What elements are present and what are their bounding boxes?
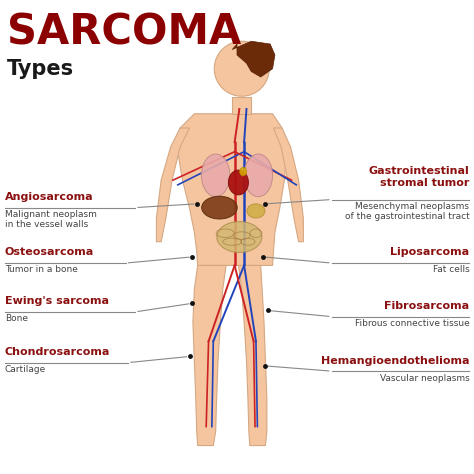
Text: Fat cells: Fat cells [432, 265, 469, 274]
Text: Chondrosarcoma: Chondrosarcoma [5, 347, 110, 357]
Ellipse shape [244, 154, 273, 197]
Ellipse shape [217, 222, 262, 252]
Text: Osteosarcoma: Osteosarcoma [5, 247, 94, 257]
Text: Liposarcoma: Liposarcoma [390, 247, 469, 257]
Text: Fibrosarcoma: Fibrosarcoma [384, 301, 469, 311]
Text: Vascular neoplasms: Vascular neoplasms [380, 374, 469, 383]
Polygon shape [178, 114, 287, 265]
Polygon shape [156, 128, 190, 242]
Text: Gastrointestinal
stromal tumor: Gastrointestinal stromal tumor [368, 166, 469, 188]
Text: Ewing's sarcoma: Ewing's sarcoma [5, 296, 109, 306]
Text: Fibrous connective tissue: Fibrous connective tissue [355, 319, 469, 328]
Polygon shape [232, 97, 251, 114]
Polygon shape [238, 265, 267, 446]
Ellipse shape [247, 204, 265, 218]
Text: Mesenchymal neoplasms
of the gastrointestinal tract: Mesenchymal neoplasms of the gastrointes… [345, 202, 469, 221]
Ellipse shape [239, 167, 246, 176]
Polygon shape [232, 41, 275, 77]
Text: Hemangioendothelioma: Hemangioendothelioma [321, 356, 469, 365]
Text: Cartilage: Cartilage [5, 365, 46, 374]
Text: Tumor in a bone: Tumor in a bone [5, 265, 78, 274]
Ellipse shape [228, 170, 248, 195]
Circle shape [214, 41, 269, 96]
Text: Types: Types [7, 59, 74, 79]
Text: Malignant neoplasm
in the vessel walls: Malignant neoplasm in the vessel walls [5, 210, 97, 229]
Text: Angiosarcoma: Angiosarcoma [5, 192, 93, 202]
Text: SARCOMA: SARCOMA [7, 12, 241, 54]
Ellipse shape [201, 154, 230, 197]
Ellipse shape [201, 196, 237, 219]
Polygon shape [273, 128, 303, 242]
Polygon shape [193, 265, 226, 446]
Text: Bone: Bone [5, 314, 28, 323]
